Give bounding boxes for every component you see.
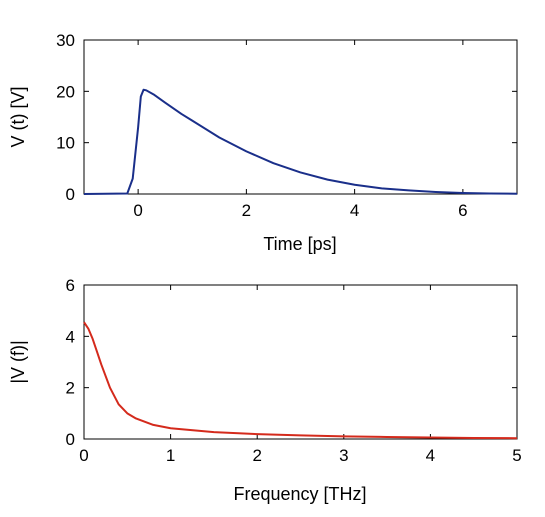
y-tick-label: 20 [56,82,75,101]
x-tick-label: 3 [339,446,348,465]
x-tick-label: 0 [133,201,142,220]
frequency-domain-plot: 0 1 2 3 4 5 0 2 4 6 Frequency [THz] |V (f)| [8,276,522,504]
y-tick-label: 0 [66,185,75,204]
y-axis-label: |V (f)| [8,340,28,383]
x-axis-ticks: 0 2 4 6 [133,40,468,220]
y-tick-label: 30 [56,31,75,50]
plot-frame [83,39,518,195]
plot-frame [83,284,518,440]
x-tick-label: 5 [512,446,521,465]
x-tick-label: 4 [350,201,359,220]
y-tick-label: 2 [66,379,75,398]
x-tick-label: 0 [79,446,88,465]
time-domain-plot: 0 2 4 6 0 10 20 30 Time [ps] V (t) [V] [8,31,518,254]
x-tick-label: 2 [242,201,251,220]
y-tick-label: 10 [56,134,75,153]
series-line [83,321,518,440]
x-tick-label: 4 [426,446,435,465]
series-line [83,88,518,195]
y-tick-label: 0 [66,430,75,449]
y-axis-ticks: 0 2 4 6 [66,276,517,449]
data-lines [83,321,518,440]
y-axis-ticks: 0 10 20 30 [56,31,517,204]
y-tick-label: 6 [66,276,75,295]
x-axis-label: Time [ps] [263,234,336,254]
x-tick-label: 2 [252,446,261,465]
y-axis-label: V (t) [V] [8,86,28,147]
x-tick-label: 6 [458,201,467,220]
x-axis-ticks: 0 1 2 3 4 5 [79,285,522,465]
x-axis-label: Frequency [THz] [233,484,366,504]
x-tick-label: 1 [166,446,175,465]
data-lines [83,88,518,195]
y-tick-label: 4 [66,327,75,346]
